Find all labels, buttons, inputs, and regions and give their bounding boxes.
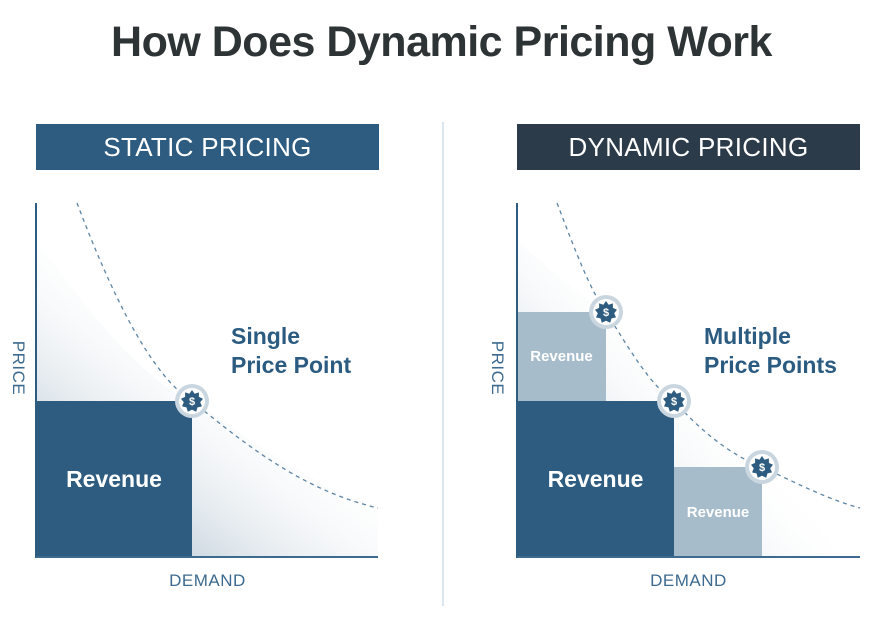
dollar-badge-icon: $ [589,295,623,329]
headline-line1: Single [231,323,301,349]
dollar-badge-icon: $ [175,384,209,418]
demand-area-shade [36,240,378,557]
revenue-label-large: Revenue [547,466,644,492]
headline-line2: Price Points [704,352,837,378]
static-pricing-header: STATIC PRICING [36,124,379,170]
revenue-label-small-lower: Revenue [686,504,750,521]
svg-text:$: $ [671,396,677,408]
page-title: How Does Dynamic Pricing Work [111,18,772,66]
svg-text:$: $ [603,307,609,319]
revenue-label-small-upper: Revenue [530,348,593,365]
revenue-label: Revenue [66,466,162,492]
svg-text:$: $ [759,462,765,474]
y-axis-label: PRICE [9,340,28,396]
x-axis-label: DEMAND [169,571,246,590]
dynamic-pricing-header: DYNAMIC PRICING [517,124,860,170]
dollar-badge-icon: $ [745,450,779,484]
dollar-badge-icon: $ [657,384,691,418]
x-axis-label: DEMAND [650,571,727,590]
panel-divider [442,122,444,606]
headline-line1: Multiple [704,323,791,349]
y-axis-label: PRICE [488,340,507,396]
svg-text:$: $ [189,396,195,408]
headline-line2: Price Point [231,352,352,378]
